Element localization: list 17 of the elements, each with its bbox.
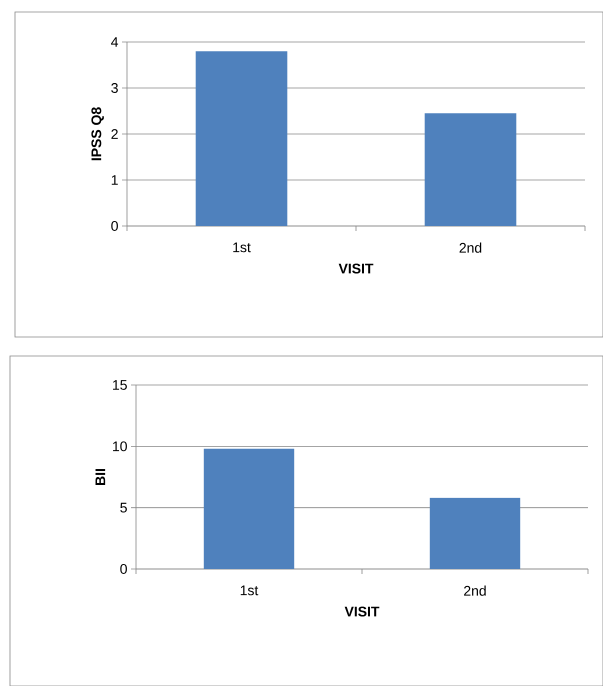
y-tick-label: 0 xyxy=(111,221,118,231)
x-tick-label: 2nd xyxy=(464,586,486,596)
y-axis-title: BII xyxy=(96,469,106,485)
y-tick-label: 1 xyxy=(112,175,118,185)
x-tick-label: 1st xyxy=(240,586,258,596)
y-tick-label: 4 xyxy=(111,37,118,47)
x-tick-label: 2nd xyxy=(460,242,482,253)
x-axis-title: VISIT xyxy=(344,606,380,616)
x-tick-label: 1st xyxy=(233,242,251,252)
y-axis-title: IPSS Q8 xyxy=(91,107,104,160)
y-tick-label: 5 xyxy=(120,502,127,513)
y-tick-label: 15 xyxy=(113,380,127,390)
y-tick-label: 0 xyxy=(120,564,127,574)
y-tick-label: 10 xyxy=(113,441,127,452)
x-axis-title: VISIT xyxy=(338,264,374,274)
y-tick-label: 3 xyxy=(111,83,118,93)
y-tick-label: 2 xyxy=(111,129,118,139)
